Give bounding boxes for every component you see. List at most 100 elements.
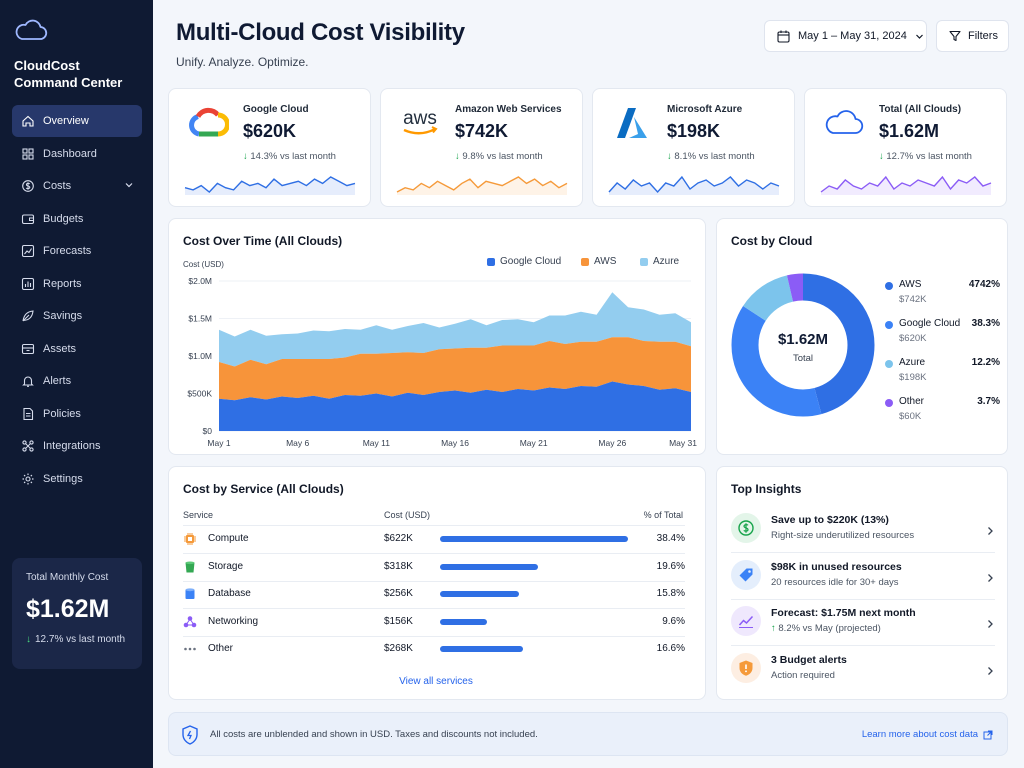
sparkline-line: [396, 176, 568, 193]
sidebar-item-dashboard[interactable]: Dashboard: [12, 138, 142, 170]
sidebar-item-label: Integrations: [43, 440, 101, 452]
cost-by-cloud-donut: [731, 273, 875, 417]
cost-over-time-card: Cost Over Time (All Clouds) Cost (USD) G…: [168, 218, 706, 455]
donut-slice-other[interactable]: [731, 273, 875, 417]
legend-swatch: [640, 257, 648, 266]
service-row-compute[interactable]: Compute $622K 38.4%: [183, 526, 685, 554]
sidebar-item-label: Forecasts: [43, 245, 92, 257]
insight-subtitle: Action required: [771, 670, 835, 681]
kpi-card-google-cloud[interactable]: Google Cloud $620K ↓ 14.3% vs last month: [168, 88, 371, 207]
trend-icon: [21, 244, 35, 258]
brand-name-line1: CloudCost: [14, 58, 80, 73]
wallet-icon: [21, 212, 35, 226]
date-range-picker[interactable]: May 1 – May 31, 2024: [764, 20, 927, 52]
arrow-down-icon: ↓: [455, 151, 463, 162]
kpi-name: Microsoft Azure: [667, 104, 743, 115]
y-tick-label: $500K: [187, 389, 212, 399]
service-row-storage[interactable]: Storage $318K 19.6%: [183, 554, 685, 582]
legend-percent: 4742%: [968, 279, 1000, 290]
sidebar-item-label: Alerts: [43, 375, 72, 387]
storage-icon: [183, 560, 197, 574]
legend-label: Azure: [653, 256, 680, 267]
service-bar-track: [440, 646, 628, 653]
legend-amount: $742K: [899, 294, 927, 305]
gear-icon: [21, 472, 35, 486]
insight-item[interactable]: $98K in unused resources 20 resources idl…: [731, 553, 995, 599]
service-row-networking[interactable]: Networking $156K 9.6%: [183, 609, 685, 637]
footer-note: All costs are unblended and shown in USD…: [168, 712, 1008, 756]
sidebar-item-reports[interactable]: Reports: [12, 268, 142, 300]
legend-item-aws: AWS: [581, 256, 616, 267]
service-bar-track: [440, 563, 628, 570]
kpi-value: $1.62M: [879, 121, 940, 141]
total-cost-change: ↓ 12.7% vs last month: [26, 634, 128, 645]
x-tick-label: May 26: [598, 438, 626, 448]
header-divider: [183, 525, 685, 526]
view-all-services-link[interactable]: View all services: [399, 676, 473, 687]
kpi-card-amazon-web-services[interactable]: aws Amazon Web Services $742K ↓ 9.8% vs las…: [380, 88, 583, 207]
top-insights-title: Top Insights: [731, 482, 802, 496]
sidebar-item-policies[interactable]: Policies: [12, 398, 142, 430]
arrow-down-icon: ↓: [667, 151, 675, 162]
learn-more-label: Learn more about cost data: [861, 729, 978, 740]
page-title: Multi-Cloud Cost Visibility: [176, 19, 465, 46]
service-cost: $268K: [384, 643, 413, 655]
kpi-change: ↓ 14.3% vs last month: [243, 151, 336, 162]
insight-item[interactable]: 3 Budget alerts Action required: [731, 646, 995, 692]
aws-logo: aws: [398, 105, 442, 141]
service-row-database[interactable]: Database $256K 15.8%: [183, 581, 685, 609]
donut-center-label: Total: [792, 353, 814, 364]
legend-swatch: [487, 257, 495, 266]
chevron-right-icon: [985, 523, 995, 535]
y-axis-title: Cost (USD): [183, 260, 224, 269]
service-bar-track: [440, 618, 628, 625]
filters-button[interactable]: Filters: [936, 20, 1009, 52]
legend-item-azure: Azure: [640, 256, 679, 267]
kpi-card-microsoft-azure[interactable]: Microsoft Azure $198K ↓ 8.1% vs last month: [592, 88, 795, 207]
tag-icon: [731, 559, 761, 590]
service-percent: 9.6%: [662, 615, 685, 627]
cost-by-cloud-card: Cost by Cloud $1.62M Total AWS 4742% $742K…: [716, 218, 1008, 455]
sidebar-item-alerts[interactable]: Alerts: [12, 365, 142, 397]
kpi-card-total-all-clouds[interactable]: Total (All Clouds) $1.62M ↓ 12.7% vs last …: [804, 88, 1007, 207]
col-header-service: Service: [183, 510, 214, 520]
sidebar-item-label: Settings: [43, 472, 83, 485]
kpi-change-suffix: vs last month: [279, 151, 336, 162]
insight-item[interactable]: Forecast: $1.75M next month ↑ 8.2% vs May…: [731, 599, 995, 645]
insight-subtitle-text: Right-size underutilized resources: [771, 530, 915, 541]
sidebar-nav: Overview Dashboard Costs Budgets Forecasts Re…: [12, 105, 142, 495]
x-tick-label: May 11: [363, 438, 391, 448]
sidebar-item-overview[interactable]: Overview: [12, 105, 142, 137]
kpi-change-value: 12.7%: [886, 151, 914, 162]
sidebar-item-costs[interactable]: Costs: [12, 170, 142, 202]
service-bar: [440, 646, 523, 653]
sidebar-item-savings[interactable]: Savings: [12, 300, 142, 332]
service-percent: 15.8%: [656, 588, 685, 600]
service-row-other[interactable]: Other $268K 16.6%: [183, 636, 685, 664]
sidebar-item-integrations[interactable]: Integrations: [12, 430, 142, 462]
page-subtitle: Unify. Analyze. Optimize.: [176, 55, 309, 69]
sidebar-item-budgets[interactable]: Budgets: [12, 203, 142, 235]
sidebar-item-label: Savings: [43, 310, 83, 322]
row-divider: [183, 635, 685, 637]
service-percent: 16.6%: [656, 643, 685, 655]
donut-slice-google-cloud[interactable]: [731, 273, 875, 417]
y-tick-label: $1.0M: [188, 351, 212, 361]
sidebar-total-card: Total Monthly Cost $1.62M ↓ 12.7% vs las…: [12, 558, 142, 669]
legend-name: Google Cloud: [899, 318, 961, 329]
arrow-down-icon: ↓: [243, 151, 251, 162]
brand[interactable]: CloudCost Command Center: [14, 18, 122, 91]
service-cost: $256K: [384, 588, 413, 600]
sidebar-item-assets[interactable]: Assets: [12, 333, 142, 365]
sidebar-item-label: Policies: [43, 407, 81, 420]
learn-more-link[interactable]: Learn more about cost data: [862, 729, 993, 740]
sidebar-item-forecasts[interactable]: Forecasts: [12, 235, 142, 267]
chevron-down-icon: [124, 180, 134, 190]
service-bar: [440, 536, 628, 542]
arrow-down-icon: ↓: [879, 151, 887, 162]
service-name: Compute: [208, 533, 249, 544]
insight-subtitle: ↑ 8.2% vs May (projected): [771, 623, 881, 634]
total-cost-value: $1.62M: [26, 595, 110, 623]
sidebar-item-settings[interactable]: Settings: [12, 463, 142, 495]
insight-item[interactable]: Save up to $220K (13%) Right-size underut…: [731, 506, 995, 552]
